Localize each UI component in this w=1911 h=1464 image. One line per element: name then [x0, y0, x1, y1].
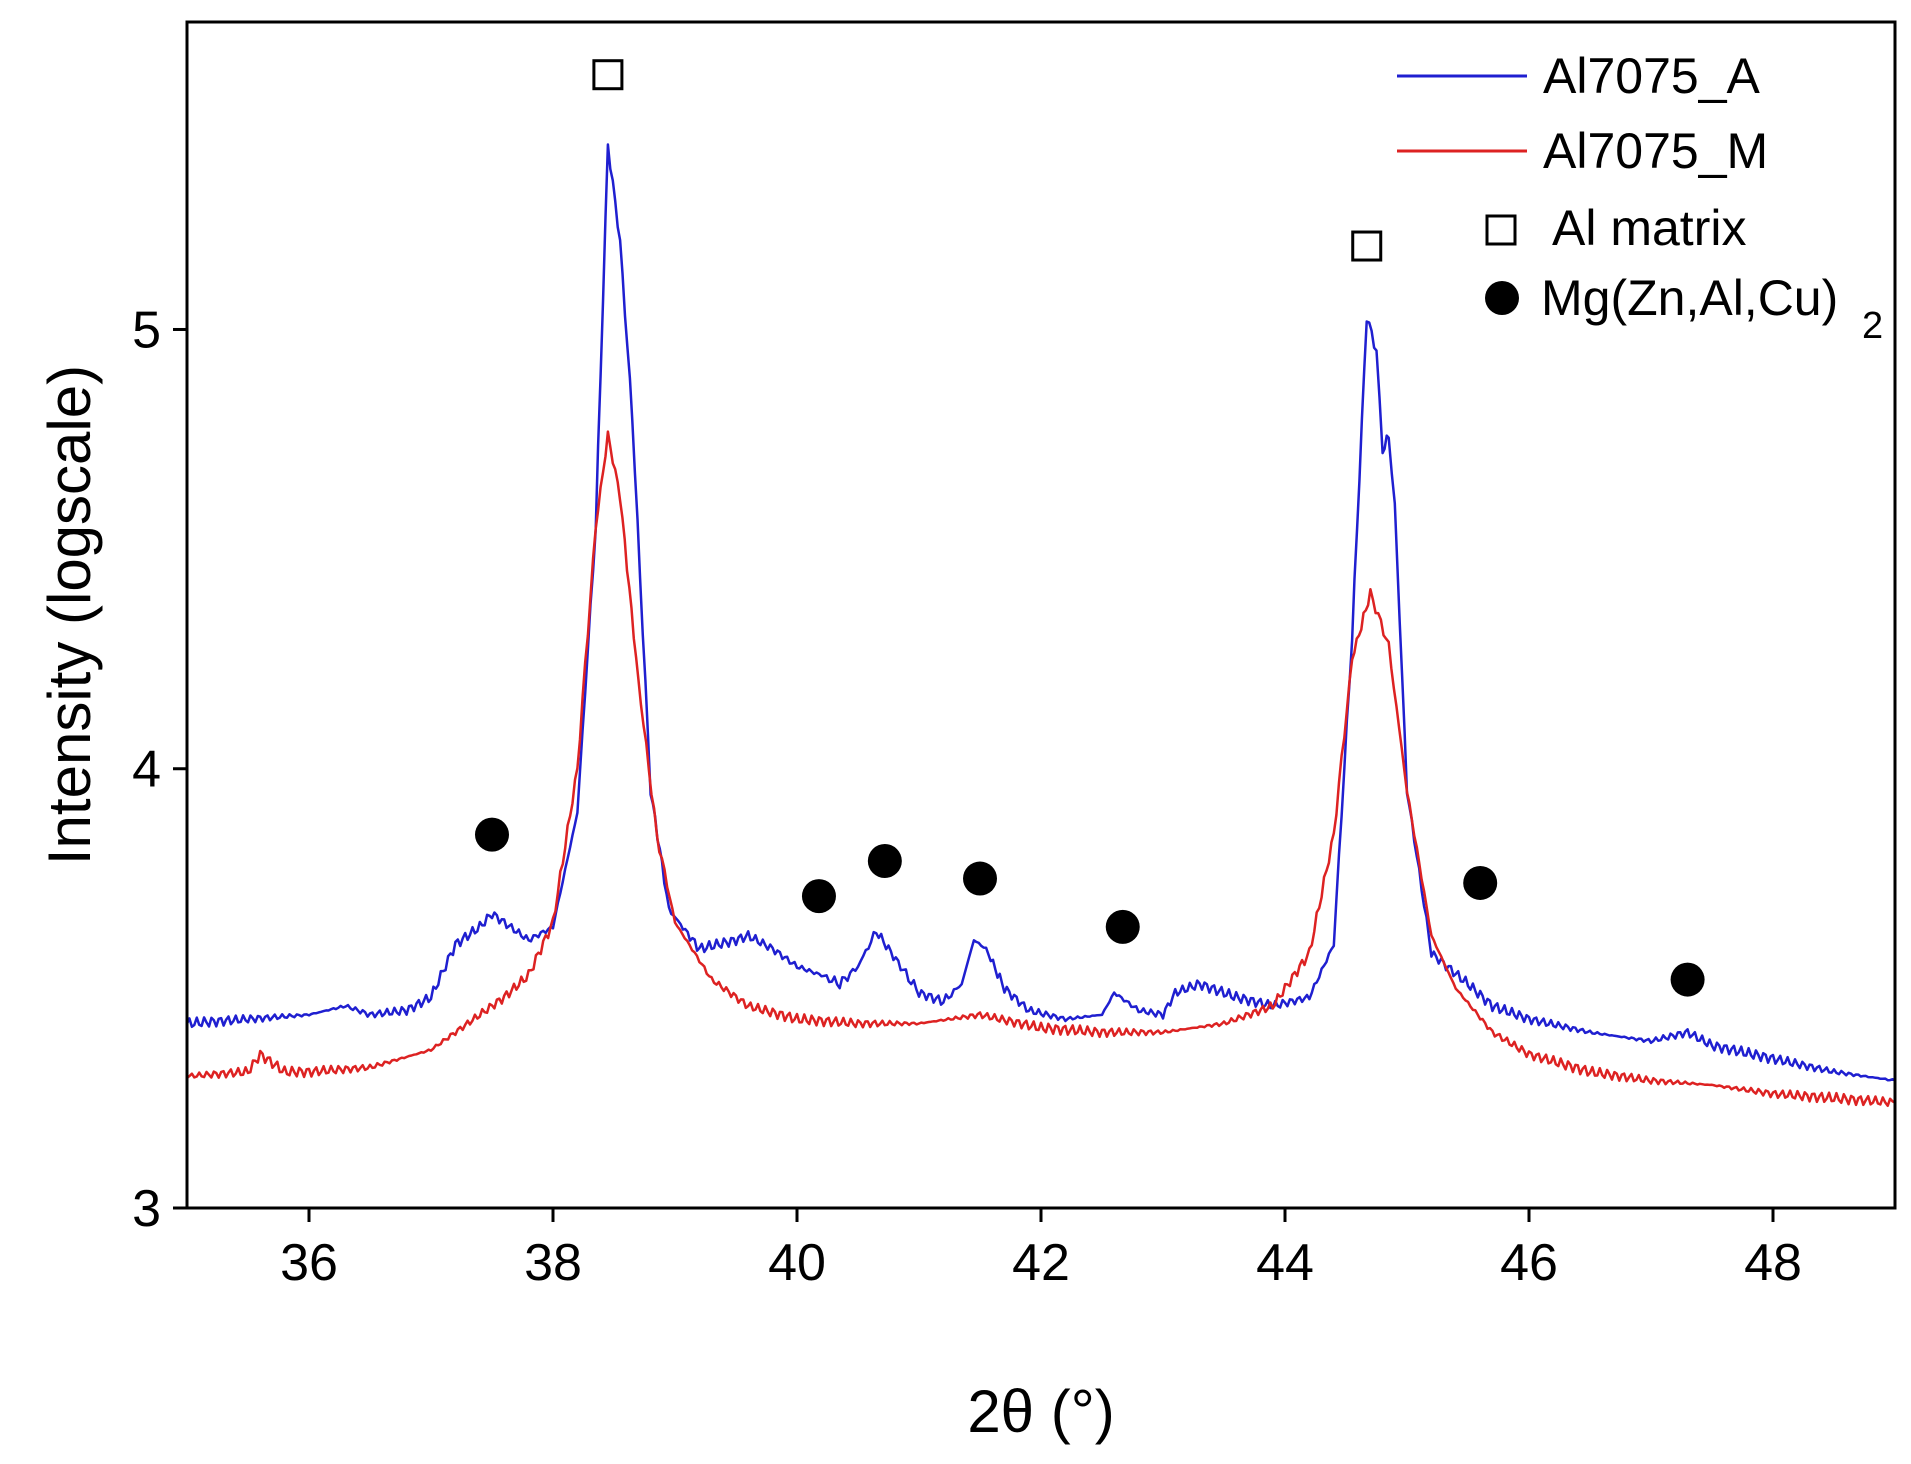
al-matrix-peak-marker	[592, 59, 624, 91]
x-tick-label: 42	[1012, 1234, 1070, 1292]
legend-label-al7075-m: Al7075_M	[1543, 123, 1768, 179]
series-layer	[185, 143, 1896, 1108]
x-tick-label: 44	[1256, 1234, 1314, 1292]
x-tick-label: 38	[524, 1234, 582, 1292]
x-tick-label: 36	[280, 1234, 338, 1292]
x-axis: 36 38 40 42 44 46 48	[280, 1208, 1802, 1292]
series-line-al7075-m	[186, 430, 1896, 1108]
y-axis: 3 4 5	[132, 301, 187, 1238]
legend-open-square-icon	[1485, 214, 1517, 246]
plot-area	[185, 20, 1897, 1210]
mg-phase-peak-marker	[1105, 909, 1140, 944]
legend-label-mg-phase: Mg(Zn,Al,Cu)	[1541, 270, 1838, 326]
x-tick-label: 48	[1744, 1234, 1802, 1292]
legend-label-al-matrix: Al matrix	[1552, 200, 1746, 256]
x-tick-label: 40	[768, 1234, 826, 1292]
y-tick-label: 5	[132, 301, 161, 359]
x-axis-label: 2θ (°)	[967, 1378, 1114, 1445]
legend-label-mg-phase-subscript: 2	[1862, 305, 1883, 347]
y-axis-label: Intensity (logscale)	[36, 365, 103, 865]
mg-phase-peak-marker	[963, 861, 997, 896]
mg-phase-peak-marker	[1670, 962, 1705, 997]
legend: Al7075_A Al7075_M Al matrix Mg(Zn,Al,Cu)…	[1397, 48, 1883, 347]
y-tick-label: 4	[132, 741, 161, 799]
mg-phase-peak-marker	[1463, 865, 1498, 900]
series-line-al7075-a	[185, 143, 1896, 1082]
mg-phase-peak-marker	[867, 843, 902, 878]
mg-phase-peak-marker	[801, 879, 836, 914]
legend-filled-circle-icon	[1485, 281, 1519, 315]
legend-label-al7075-a: Al7075_A	[1543, 48, 1760, 104]
x-tick-label: 46	[1500, 1234, 1558, 1292]
marker-layer	[475, 59, 1705, 997]
al-matrix-peak-marker	[1351, 230, 1383, 262]
y-tick-label: 3	[132, 1180, 161, 1238]
mg-phase-peak-marker	[475, 817, 509, 852]
